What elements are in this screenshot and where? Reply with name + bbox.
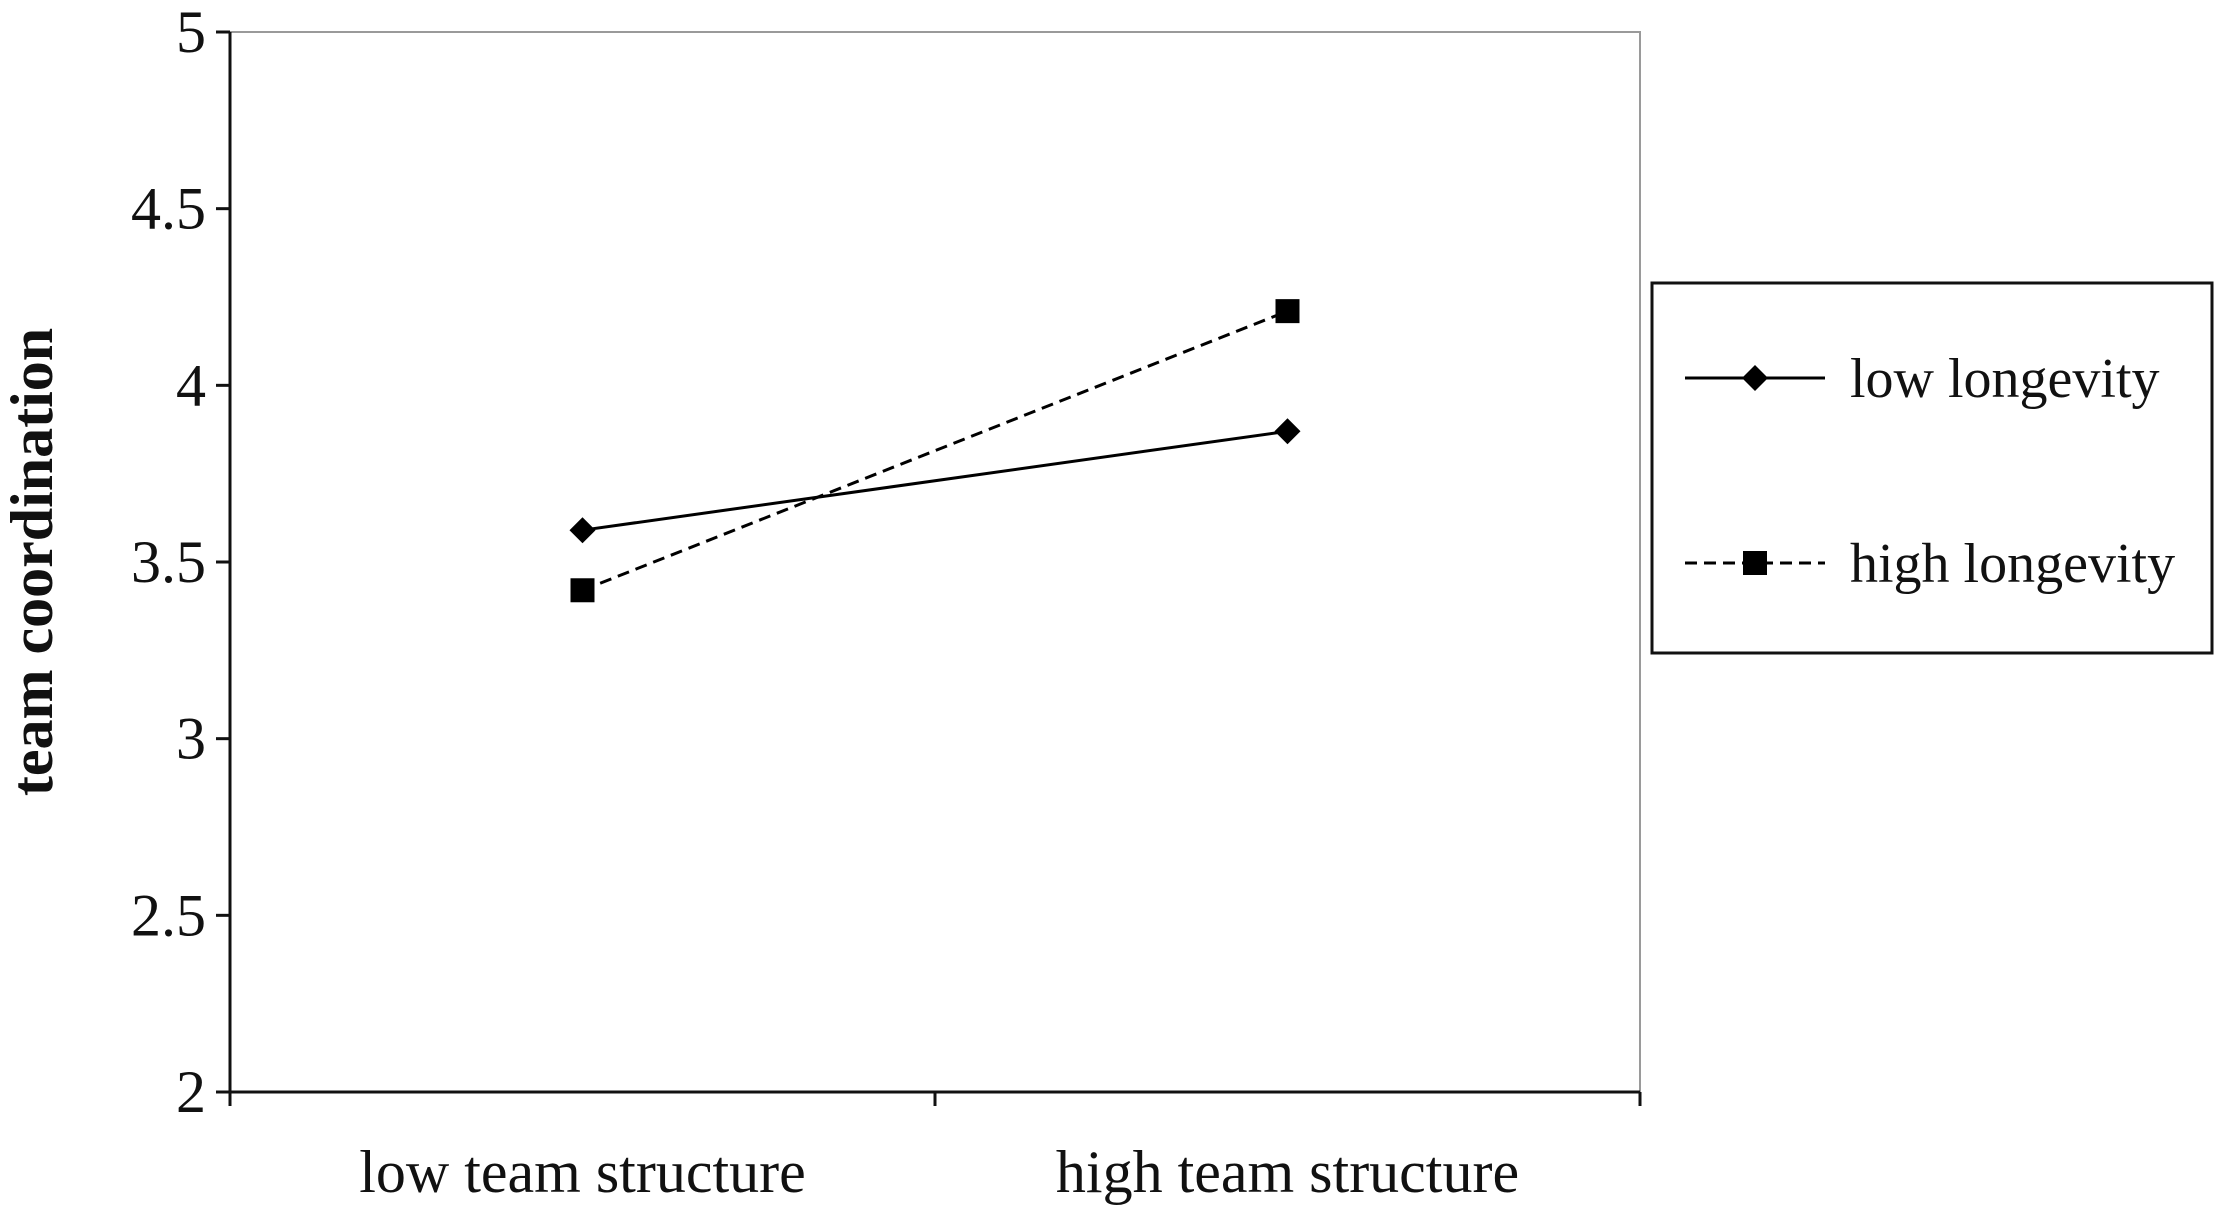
x-axis-ticks: low team structure high team structure bbox=[228, 1092, 1642, 1205]
data-point-diamond bbox=[569, 517, 596, 544]
series-line bbox=[581, 309, 1289, 592]
data-point-square bbox=[1275, 299, 1300, 324]
series-line bbox=[582, 429, 1288, 532]
series-low-longevity bbox=[569, 418, 1301, 544]
series-layer bbox=[569, 299, 1301, 603]
y-tick-label: 2 bbox=[176, 1059, 206, 1125]
data-point-square bbox=[570, 578, 595, 603]
legend-marker-square bbox=[1743, 551, 1767, 575]
y-tick-label: 3 bbox=[176, 706, 206, 772]
y-tick-label: 3.5 bbox=[131, 529, 206, 595]
legend: low longevity high longevity bbox=[1650, 281, 2214, 655]
legend-marker-diamond bbox=[1742, 365, 1768, 391]
series-high-longevity bbox=[570, 299, 1300, 603]
legend-label: high longevity bbox=[1850, 533, 2175, 595]
x-category-label: high team structure bbox=[1056, 1139, 1519, 1205]
data-point-diamond bbox=[1274, 418, 1301, 445]
y-tick-label: 5 bbox=[176, 0, 206, 65]
x-category-label: low team structure bbox=[359, 1139, 806, 1205]
legend-entry: low longevity bbox=[1685, 348, 2160, 410]
y-tick-label: 4.5 bbox=[131, 176, 206, 242]
y-tick-label: 4 bbox=[176, 352, 206, 418]
legend-entry: high longevity bbox=[1685, 533, 2175, 595]
y-axis-title: team coordination bbox=[0, 328, 65, 796]
plot-area-border bbox=[229, 31, 1641, 1093]
y-tick-label: 2.5 bbox=[131, 882, 206, 948]
y-axis-ticks: 2 2.5 3 3.5 4 4.5 5 bbox=[131, 0, 230, 1125]
legend-box bbox=[1650, 281, 2214, 655]
legend-label: low longevity bbox=[1850, 348, 2160, 410]
